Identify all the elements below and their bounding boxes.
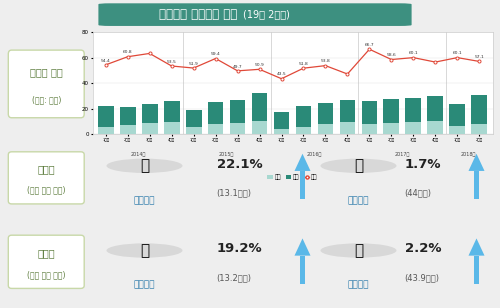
Bar xyxy=(186,111,202,127)
Polygon shape xyxy=(468,154,484,171)
Circle shape xyxy=(320,243,396,258)
Bar xyxy=(274,112,289,129)
Bar xyxy=(208,124,224,134)
Text: 🏗: 🏗 xyxy=(354,243,363,258)
Legend: 공공, 민간, 전체: 공공, 민간, 전체 xyxy=(265,172,320,182)
Text: (전년 동기 대비): (전년 동기 대비) xyxy=(27,186,66,195)
FancyBboxPatch shape xyxy=(98,3,411,26)
Text: (44조원): (44조원) xyxy=(404,188,431,197)
Bar xyxy=(296,127,312,134)
Text: (43.9조원): (43.9조원) xyxy=(404,273,440,282)
Bar xyxy=(384,123,400,134)
Text: 2014년: 2014년 xyxy=(131,152,146,157)
Polygon shape xyxy=(294,154,310,171)
Text: 민간공사: 민간공사 xyxy=(348,196,370,205)
Text: 2.2%: 2.2% xyxy=(404,242,441,256)
Text: 60.1: 60.1 xyxy=(408,51,418,55)
FancyBboxPatch shape xyxy=(8,50,84,118)
Text: 건축공사: 건축공사 xyxy=(348,281,370,290)
Text: 주체별: 주체별 xyxy=(38,164,55,174)
Polygon shape xyxy=(474,171,480,199)
Text: 공종별: 공종별 xyxy=(38,248,55,258)
Text: 54.4: 54.4 xyxy=(101,59,110,63)
Text: 건설공사 계약통계 요약: 건설공사 계약통계 요약 xyxy=(160,8,238,21)
Text: 1.7%: 1.7% xyxy=(404,158,441,171)
Bar xyxy=(164,122,180,134)
Bar xyxy=(230,100,246,123)
Text: (19년 2분기): (19년 2분기) xyxy=(244,10,290,20)
Text: 계약액 추이: 계약액 추이 xyxy=(30,68,62,78)
Bar xyxy=(340,100,355,122)
Bar xyxy=(274,129,289,134)
FancyBboxPatch shape xyxy=(8,152,84,204)
Text: 50.9: 50.9 xyxy=(254,63,264,67)
Text: 🏢: 🏢 xyxy=(140,158,149,173)
Text: 토목공사: 토목공사 xyxy=(134,281,155,290)
Bar xyxy=(142,123,158,134)
Text: 51.9: 51.9 xyxy=(188,62,198,66)
Text: 2018년: 2018년 xyxy=(460,152,476,157)
Text: 51.8: 51.8 xyxy=(298,62,308,66)
Text: 🏢: 🏢 xyxy=(354,158,363,173)
Circle shape xyxy=(106,159,182,173)
Bar xyxy=(472,95,487,124)
Text: 53.5: 53.5 xyxy=(166,60,176,64)
Bar xyxy=(208,102,224,124)
Bar xyxy=(318,103,334,124)
Polygon shape xyxy=(474,256,480,284)
Bar xyxy=(362,124,378,134)
Text: 60.1: 60.1 xyxy=(452,51,462,55)
Bar xyxy=(186,127,202,134)
Bar xyxy=(450,126,465,134)
Text: 🚜: 🚜 xyxy=(140,243,149,258)
Bar xyxy=(98,127,114,134)
Text: (단위: 조원): (단위: 조원) xyxy=(32,95,61,104)
Bar xyxy=(230,123,246,134)
Bar xyxy=(340,122,355,134)
Text: 49.7: 49.7 xyxy=(232,65,242,69)
Circle shape xyxy=(320,159,396,173)
Text: 공공공사: 공공공사 xyxy=(134,196,155,205)
Polygon shape xyxy=(468,238,484,256)
Text: 66.7: 66.7 xyxy=(364,43,374,47)
Bar xyxy=(252,93,268,121)
Bar xyxy=(384,99,400,123)
Bar xyxy=(120,125,136,134)
Bar xyxy=(406,99,421,122)
Polygon shape xyxy=(300,256,306,284)
Text: (전년 동기 대비): (전년 동기 대비) xyxy=(27,270,66,279)
Bar xyxy=(252,121,268,134)
Bar xyxy=(98,106,114,127)
Bar xyxy=(406,122,421,134)
Text: 59.4: 59.4 xyxy=(210,52,220,56)
Bar xyxy=(318,124,334,134)
Bar xyxy=(428,96,444,121)
Text: 2015년: 2015년 xyxy=(219,152,234,157)
Circle shape xyxy=(106,243,182,258)
Text: 58.6: 58.6 xyxy=(386,53,396,57)
Text: (13.2조원): (13.2조원) xyxy=(216,273,252,282)
Text: (13.1조원): (13.1조원) xyxy=(216,188,252,197)
Polygon shape xyxy=(294,238,310,256)
Bar xyxy=(450,104,465,126)
Text: 57.1: 57.1 xyxy=(474,55,484,59)
Text: 19.2%: 19.2% xyxy=(216,242,262,256)
Bar xyxy=(296,106,312,127)
Text: 2017년: 2017년 xyxy=(394,152,410,157)
Text: 43.5: 43.5 xyxy=(276,72,286,76)
Bar xyxy=(142,104,158,123)
Text: 53.8: 53.8 xyxy=(320,59,330,63)
Bar xyxy=(164,101,180,122)
Bar xyxy=(362,101,378,124)
Bar xyxy=(472,124,487,134)
Text: 60.8: 60.8 xyxy=(123,51,132,55)
FancyBboxPatch shape xyxy=(8,235,84,288)
Text: 2016년: 2016년 xyxy=(307,152,322,157)
Text: 22.1%: 22.1% xyxy=(216,158,262,171)
Bar xyxy=(120,107,136,125)
Polygon shape xyxy=(300,171,306,199)
Bar xyxy=(428,121,444,134)
